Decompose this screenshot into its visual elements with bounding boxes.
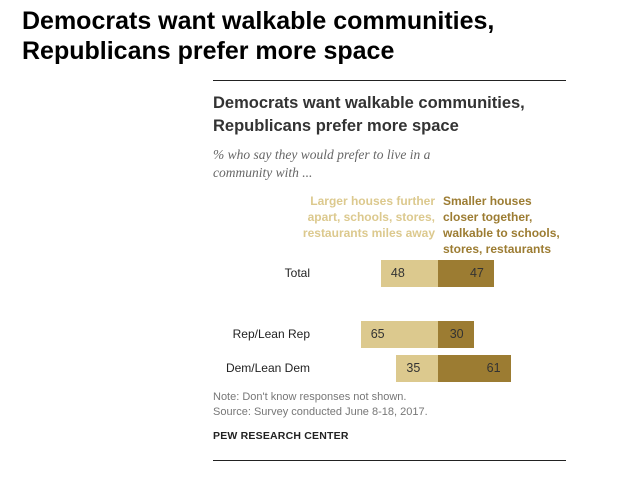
value-label: 48 [390,266,405,280]
note: Note: Don't know responses not shown. [213,391,407,403]
category-label: Rep/Lean Rep [232,327,310,341]
value-label: 61 [486,361,501,375]
chart-title: Democrats want walkable communities, Rep… [213,94,525,135]
legend-entry: Smaller houses closer together, walkable… [443,194,560,256]
chart-subtitle: % who say they would prefer to live in a… [213,147,431,180]
bar [360,321,438,348]
value-label: 47 [469,266,484,280]
value-label: 30 [449,327,464,341]
legend-entry: Larger houses further apart, schools, st… [302,194,435,240]
category-label: Dem/Lean Dem [225,361,310,375]
value-label: 35 [406,361,421,375]
value-label: 65 [370,327,385,341]
source: Source: Survey conducted June 8-18, 2017… [213,406,428,418]
bar [380,260,438,287]
credit: PEW RESEARCH CENTER [213,430,349,442]
bar [396,355,438,382]
page-heading: Democrats want walkable communities, Rep… [22,7,495,65]
bar [438,355,511,382]
bottom-rule [213,460,566,461]
bar [438,260,494,287]
category-label: Total [284,266,310,280]
top-rule [213,80,566,81]
bar [438,321,474,348]
